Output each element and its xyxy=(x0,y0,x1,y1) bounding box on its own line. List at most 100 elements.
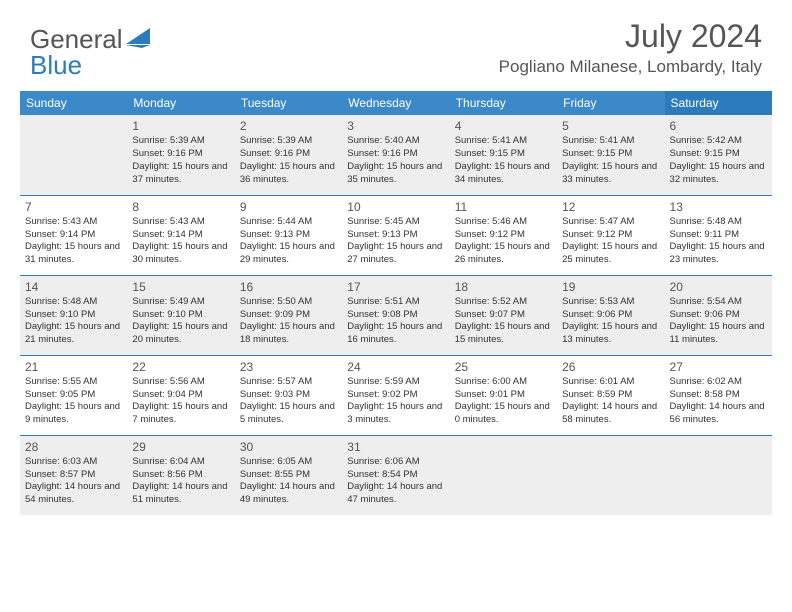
sunrise-text: Sunrise: 6:00 AM xyxy=(455,376,552,389)
day-number: 20 xyxy=(670,279,767,295)
sunset-text: Sunset: 9:05 PM xyxy=(25,389,122,402)
header-wednesday: Wednesday xyxy=(342,91,449,115)
day-number: 18 xyxy=(455,279,552,295)
sunset-text: Sunset: 9:15 PM xyxy=(670,148,767,161)
calendar-day-cell: 18Sunrise: 5:52 AMSunset: 9:07 PMDayligh… xyxy=(450,275,557,355)
sunset-text: Sunset: 8:54 PM xyxy=(347,469,444,482)
day-number: 27 xyxy=(670,359,767,375)
daylight-text: Daylight: 14 hours and 58 minutes. xyxy=(562,401,659,427)
sunrise-text: Sunrise: 5:41 AM xyxy=(562,135,659,148)
calendar-week-row: 14Sunrise: 5:48 AMSunset: 9:10 PMDayligh… xyxy=(20,275,772,355)
daylight-text: Daylight: 15 hours and 9 minutes. xyxy=(25,401,122,427)
calendar-day-cell: 25Sunrise: 6:00 AMSunset: 9:01 PMDayligh… xyxy=(450,355,557,435)
daylight-text: Daylight: 15 hours and 37 minutes. xyxy=(132,161,229,187)
calendar-day-cell: 2Sunrise: 5:39 AMSunset: 9:16 PMDaylight… xyxy=(235,115,342,195)
sunset-text: Sunset: 8:58 PM xyxy=(670,389,767,402)
day-number: 7 xyxy=(25,199,122,215)
daylight-text: Daylight: 14 hours and 54 minutes. xyxy=(25,481,122,507)
sunset-text: Sunset: 9:16 PM xyxy=(347,148,444,161)
sunset-text: Sunset: 9:14 PM xyxy=(25,229,122,242)
day-number: 15 xyxy=(132,279,229,295)
sunrise-text: Sunrise: 6:04 AM xyxy=(132,456,229,469)
sunset-text: Sunset: 9:15 PM xyxy=(562,148,659,161)
sunrise-text: Sunrise: 5:47 AM xyxy=(562,216,659,229)
calendar-day-cell: 8Sunrise: 5:43 AMSunset: 9:14 PMDaylight… xyxy=(127,195,234,275)
calendar-day-cell: 5Sunrise: 5:41 AMSunset: 9:15 PMDaylight… xyxy=(557,115,664,195)
daylight-text: Daylight: 15 hours and 30 minutes. xyxy=(132,241,229,267)
sunset-text: Sunset: 9:14 PM xyxy=(132,229,229,242)
sunrise-text: Sunrise: 5:44 AM xyxy=(240,216,337,229)
day-number: 26 xyxy=(562,359,659,375)
sunset-text: Sunset: 9:06 PM xyxy=(670,309,767,322)
sunrise-text: Sunrise: 5:53 AM xyxy=(562,296,659,309)
daylight-text: Daylight: 15 hours and 7 minutes. xyxy=(132,401,229,427)
header-thursday: Thursday xyxy=(450,91,557,115)
header: General July 2024 Pogliano Milanese, Lom… xyxy=(0,0,792,83)
daylight-text: Daylight: 15 hours and 13 minutes. xyxy=(562,321,659,347)
sunrise-text: Sunrise: 6:05 AM xyxy=(240,456,337,469)
day-number: 3 xyxy=(347,118,444,134)
calendar-day-cell: 6Sunrise: 5:42 AMSunset: 9:15 PMDaylight… xyxy=(665,115,772,195)
header-friday: Friday xyxy=(557,91,664,115)
daylight-text: Daylight: 15 hours and 23 minutes. xyxy=(670,241,767,267)
day-number: 14 xyxy=(25,279,122,295)
sunset-text: Sunset: 9:11 PM xyxy=(670,229,767,242)
sunset-text: Sunset: 9:16 PM xyxy=(132,148,229,161)
day-header-row: Sunday Monday Tuesday Wednesday Thursday… xyxy=(20,91,772,115)
daylight-text: Daylight: 15 hours and 25 minutes. xyxy=(562,241,659,267)
sunrise-text: Sunrise: 5:48 AM xyxy=(25,296,122,309)
sunrise-text: Sunrise: 5:39 AM xyxy=(132,135,229,148)
daylight-text: Daylight: 15 hours and 31 minutes. xyxy=(25,241,122,267)
sunset-text: Sunset: 9:13 PM xyxy=(240,229,337,242)
day-number: 23 xyxy=(240,359,337,375)
day-number: 21 xyxy=(25,359,122,375)
sunset-text: Sunset: 9:12 PM xyxy=(455,229,552,242)
calendar-day-cell: 26Sunrise: 6:01 AMSunset: 8:59 PMDayligh… xyxy=(557,355,664,435)
header-saturday: Saturday xyxy=(665,91,772,115)
day-number: 8 xyxy=(132,199,229,215)
day-number: 25 xyxy=(455,359,552,375)
sunrise-text: Sunrise: 6:02 AM xyxy=(670,376,767,389)
day-number: 1 xyxy=(132,118,229,134)
sunset-text: Sunset: 9:04 PM xyxy=(132,389,229,402)
daylight-text: Daylight: 15 hours and 27 minutes. xyxy=(347,241,444,267)
calendar-day-cell: 19Sunrise: 5:53 AMSunset: 9:06 PMDayligh… xyxy=(557,275,664,355)
calendar-body: 1Sunrise: 5:39 AMSunset: 9:16 PMDaylight… xyxy=(20,115,772,515)
day-number: 28 xyxy=(25,439,122,455)
sunset-text: Sunset: 9:01 PM xyxy=(455,389,552,402)
calendar-week-row: 7Sunrise: 5:43 AMSunset: 9:14 PMDaylight… xyxy=(20,195,772,275)
sunset-text: Sunset: 9:13 PM xyxy=(347,229,444,242)
sunset-text: Sunset: 9:10 PM xyxy=(25,309,122,322)
daylight-text: Daylight: 15 hours and 16 minutes. xyxy=(347,321,444,347)
daylight-text: Daylight: 15 hours and 26 minutes. xyxy=(455,241,552,267)
sunset-text: Sunset: 9:16 PM xyxy=(240,148,337,161)
daylight-text: Daylight: 15 hours and 35 minutes. xyxy=(347,161,444,187)
calendar-day-cell: 20Sunrise: 5:54 AMSunset: 9:06 PMDayligh… xyxy=(665,275,772,355)
day-number: 22 xyxy=(132,359,229,375)
daylight-text: Daylight: 15 hours and 0 minutes. xyxy=(455,401,552,427)
daylight-text: Daylight: 15 hours and 32 minutes. xyxy=(670,161,767,187)
sunset-text: Sunset: 9:10 PM xyxy=(132,309,229,322)
calendar-day-cell: 30Sunrise: 6:05 AMSunset: 8:55 PMDayligh… xyxy=(235,435,342,515)
sunrise-text: Sunrise: 5:46 AM xyxy=(455,216,552,229)
daylight-text: Daylight: 14 hours and 51 minutes. xyxy=(132,481,229,507)
daylight-text: Daylight: 15 hours and 34 minutes. xyxy=(455,161,552,187)
calendar-day-cell: 4Sunrise: 5:41 AMSunset: 9:15 PMDaylight… xyxy=(450,115,557,195)
calendar-week-row: 28Sunrise: 6:03 AMSunset: 8:57 PMDayligh… xyxy=(20,435,772,515)
header-monday: Monday xyxy=(127,91,234,115)
sunset-text: Sunset: 9:02 PM xyxy=(347,389,444,402)
title-block: July 2024 Pogliano Milanese, Lombardy, I… xyxy=(499,18,762,77)
sunset-text: Sunset: 9:09 PM xyxy=(240,309,337,322)
daylight-text: Daylight: 15 hours and 18 minutes. xyxy=(240,321,337,347)
sunrise-text: Sunrise: 5:49 AM xyxy=(132,296,229,309)
calendar-day-cell: 9Sunrise: 5:44 AMSunset: 9:13 PMDaylight… xyxy=(235,195,342,275)
calendar-day-cell: 24Sunrise: 5:59 AMSunset: 9:02 PMDayligh… xyxy=(342,355,449,435)
logo-triangle-icon xyxy=(126,28,150,48)
calendar-day-cell: 1Sunrise: 5:39 AMSunset: 9:16 PMDaylight… xyxy=(127,115,234,195)
sunrise-text: Sunrise: 5:45 AM xyxy=(347,216,444,229)
sunset-text: Sunset: 8:56 PM xyxy=(132,469,229,482)
sunrise-text: Sunrise: 5:51 AM xyxy=(347,296,444,309)
daylight-text: Daylight: 15 hours and 21 minutes. xyxy=(25,321,122,347)
daylight-text: Daylight: 14 hours and 47 minutes. xyxy=(347,481,444,507)
day-number: 11 xyxy=(455,199,552,215)
